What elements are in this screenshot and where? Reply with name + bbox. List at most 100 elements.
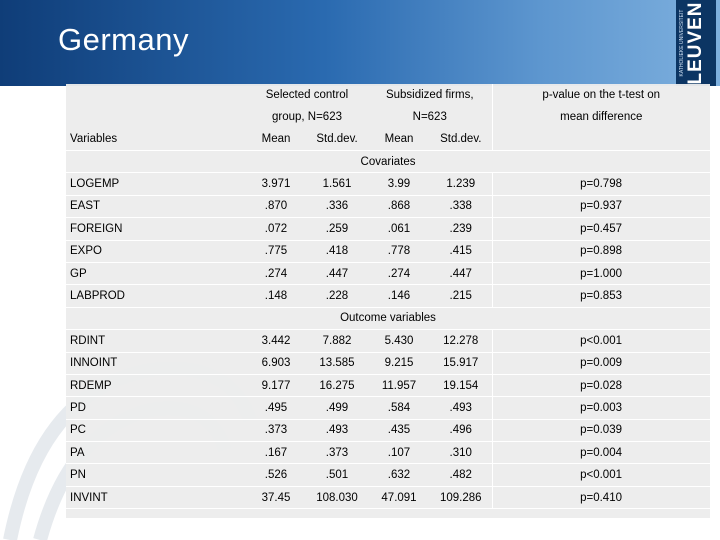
p-value: p=0.798 <box>491 172 710 196</box>
table-row: PC .373.493.435.496 p=0.039 <box>66 419 710 443</box>
variable-name: RDINT <box>66 329 246 353</box>
outcome-section-label: Outcome variables <box>66 307 710 331</box>
p-value: p=0.028 <box>491 374 710 398</box>
subsidized-mean: 9.215 <box>368 352 430 375</box>
subsidized-std: .338 <box>430 195 492 219</box>
covariates-section-label: Covariates <box>66 150 710 174</box>
subsidized-std: .239 <box>430 217 492 241</box>
control-mean: .495 <box>246 396 306 420</box>
subsidized-std: .415 <box>430 240 492 263</box>
subsidized-std: .310 <box>430 441 492 465</box>
p-value: p=0.937 <box>491 195 710 219</box>
p-value: p=0.039 <box>491 419 710 443</box>
subsidized-std: 15.917 <box>430 352 492 375</box>
subsidized-mean: 5.430 <box>368 329 430 353</box>
table-row: RDEMP 9.177 16.275 11.957 19.154 p=0.028 <box>66 374 710 398</box>
control-mean: 3.971 <box>246 172 306 196</box>
subsidized-mean: .584 <box>368 396 430 420</box>
p-value: p<0.001 <box>491 463 710 487</box>
subsidized-std: .482 <box>430 463 492 487</box>
variable-name: LABPROD <box>66 284 246 308</box>
control-mean: 3.442 <box>246 329 306 353</box>
subsidized-std: 1.239 <box>430 172 492 196</box>
p-value: p=0.410 <box>491 486 710 510</box>
control-std: 7.882 <box>306 329 368 353</box>
group2-header-line2: N=623 <box>412 111 447 123</box>
std1-header: Std.dev. <box>306 128 368 151</box>
table-row: INVINT 37.45 108.030 47.091 109.286 p=0.410 <box>66 486 710 510</box>
subsidized-mean: .778 <box>368 240 430 263</box>
p-value: p=0.898 <box>491 240 710 263</box>
header-row-3: Variables Mean Std.dev. Mean Std.dev. <box>66 128 710 151</box>
mean1-header: Mean <box>246 128 306 151</box>
control-std: .373 <box>306 441 368 465</box>
variable-name: PC <box>66 419 246 443</box>
logo-subtitle: KATHOLIEKE UNIVERSITEIT <box>679 9 685 77</box>
table-row: EAST .870.336.868.338 p=0.937 <box>66 195 710 219</box>
variable-name: FOREIGN <box>66 217 246 241</box>
control-std: .501 <box>306 463 368 487</box>
table-row: INNOINT 6.903 13.585 9.215 15.917 p=0.009 <box>66 352 710 375</box>
control-std: .259 <box>306 217 368 241</box>
control-mean: .072 <box>246 217 306 241</box>
p-value: p=0.457 <box>491 217 710 241</box>
subsidized-mean: .868 <box>368 195 430 219</box>
table-row: FOREIGN .072.259.061.239 p=0.457 <box>66 217 710 241</box>
subsidized-mean: .107 <box>368 441 430 465</box>
control-mean: .373 <box>246 419 306 443</box>
control-mean: 37.45 <box>246 486 306 510</box>
control-mean: .167 <box>246 441 306 465</box>
control-mean: .148 <box>246 284 306 308</box>
control-std: .336 <box>306 195 368 219</box>
table-row: PD .495.499.584.493 p=0.003 <box>66 396 710 420</box>
group2-header: Subsidized firms, <box>385 89 474 101</box>
control-mean: .870 <box>246 195 306 219</box>
covariates-section: Covariates <box>66 150 710 174</box>
subsidized-std: .496 <box>430 419 492 443</box>
variable-name: EAST <box>66 195 246 219</box>
mean2-header: Mean <box>368 128 430 151</box>
p-value: p<0.001 <box>491 329 710 353</box>
control-std: .447 <box>306 262 368 286</box>
subsidized-std: 12.278 <box>430 329 492 353</box>
control-std: .228 <box>306 284 368 308</box>
p-value: p=0.853 <box>491 284 710 308</box>
subsidized-std: 109.286 <box>430 486 492 510</box>
p-value: p=0.009 <box>491 352 710 375</box>
comparison-table: Selected control Subsidized firms, p-val… <box>66 84 710 510</box>
p-value: p=1.000 <box>491 262 710 286</box>
control-std: 16.275 <box>306 374 368 398</box>
subsidized-mean: .274 <box>368 262 430 286</box>
control-mean: .274 <box>246 262 306 286</box>
subsidized-mean: 11.957 <box>368 374 430 398</box>
variable-name: GP <box>66 262 246 286</box>
subsidized-std: .215 <box>430 284 492 308</box>
group1-header: Selected control <box>265 89 349 101</box>
control-std: 108.030 <box>306 486 368 510</box>
table-row: GP .274.447.274.447 p=1.000 <box>66 262 710 286</box>
variable-name: RDEMP <box>66 374 246 398</box>
control-mean: .775 <box>246 240 306 263</box>
control-std: .493 <box>306 419 368 443</box>
pvalue-header-line2: mean difference <box>491 106 710 128</box>
variable-name: INVINT <box>66 486 246 510</box>
variable-name: INNOINT <box>66 352 246 375</box>
control-mean: 6.903 <box>246 352 306 375</box>
table-row: PN .526.501.632.482 p<0.001 <box>66 463 710 487</box>
university-logo: LEUVEN KATHOLIEKE UNIVERSITEIT <box>676 0 716 86</box>
table-row: PA .167.373.107.310 p=0.004 <box>66 441 710 465</box>
variable-name: PA <box>66 441 246 465</box>
subsidized-mean: .632 <box>368 463 430 487</box>
variable-name: EXPO <box>66 240 246 263</box>
subsidized-mean: 3.99 <box>368 172 430 196</box>
table-row: LABPROD .148.228.146.215 p=0.853 <box>66 284 710 308</box>
header-row-1: Selected control Subsidized firms, p-val… <box>66 84 710 106</box>
outcome-section: Outcome variables <box>66 307 710 331</box>
subsidized-std: .493 <box>430 396 492 420</box>
control-std: .418 <box>306 240 368 263</box>
table-row: EXPO .775.418.778.415 p=0.898 <box>66 240 710 263</box>
group1-header-line2: group, N=623 <box>271 111 342 123</box>
header-row-2: group, N=623 N=623 mean difference <box>66 106 710 128</box>
subsidized-std: .447 <box>430 262 492 286</box>
variable-name: PD <box>66 396 246 420</box>
